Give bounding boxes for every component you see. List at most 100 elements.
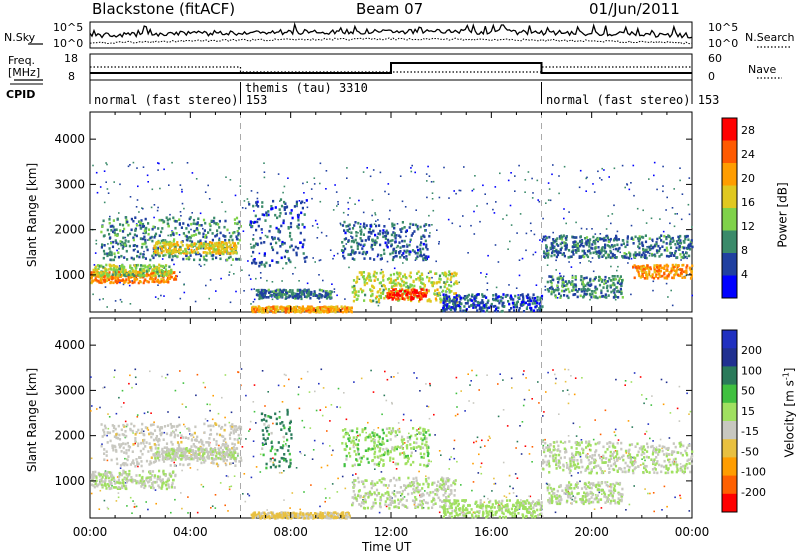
power-blob-5 — [284, 311, 287, 314]
power-blob-3 — [94, 265, 97, 269]
power-speckle — [607, 215, 610, 217]
power-blob-0 — [99, 281, 102, 284]
velocity-blob-0 — [172, 470, 175, 473]
power-speckle — [233, 273, 235, 275]
power-blob-4 — [303, 225, 306, 229]
power-speckle — [497, 261, 500, 263]
power-blob-2 — [153, 250, 157, 253]
power-blob-4 — [256, 220, 259, 224]
power-blob-7 — [449, 278, 452, 281]
power-speckle — [209, 279, 212, 281]
power-blob-10 — [606, 234, 609, 238]
power-speckle — [358, 278, 361, 280]
power-blob-4 — [250, 246, 253, 249]
power-blob-13 — [442, 307, 445, 310]
power-blob-5 — [335, 305, 338, 309]
power-blob-1 — [148, 238, 151, 241]
power-blob-12 — [613, 288, 616, 291]
power-blob-1 — [113, 231, 116, 234]
velocity-blob-0 — [154, 481, 157, 484]
power-blob-7 — [372, 299, 375, 303]
power-blob-4 — [287, 226, 290, 229]
power-blob-8 — [395, 294, 398, 297]
velocity-speckle — [679, 463, 682, 465]
velocity-speckle — [669, 412, 672, 414]
power-speckle — [531, 177, 533, 180]
power-blob-12 — [597, 279, 601, 282]
power-blob-13 — [447, 306, 450, 310]
power-blob-1 — [144, 217, 147, 221]
power-blob-9 — [303, 295, 307, 298]
power-blob-7 — [372, 273, 376, 276]
velocity-blob-0 — [92, 475, 95, 478]
power-speckle — [279, 200, 281, 202]
power-blob-9 — [277, 288, 280, 292]
velocity-speckle — [164, 377, 167, 379]
power-speckle — [545, 202, 547, 204]
power-blob-12 — [599, 278, 602, 281]
power-blob-12 — [571, 280, 574, 283]
velocity-speckle — [669, 458, 671, 461]
power-blob-10 — [665, 236, 668, 239]
power-blob-11 — [649, 274, 652, 278]
velocity-speckle — [633, 372, 636, 374]
power-blob-1 — [168, 217, 171, 221]
velocity-speckle — [337, 387, 340, 390]
power-blob-13 — [466, 302, 469, 305]
power-blob-7 — [363, 281, 366, 284]
power-blob-8 — [425, 288, 428, 292]
velocity-blob-0 — [98, 478, 102, 482]
power-blob-1 — [215, 256, 218, 260]
power-blob-1 — [215, 222, 218, 226]
power-speckle — [614, 298, 617, 301]
power-speckle — [544, 285, 547, 288]
power-speckle — [198, 263, 201, 266]
power-blob-2 — [218, 241, 221, 245]
power-blob-7 — [428, 277, 431, 280]
power-blob-5 — [258, 306, 261, 309]
power-blob-1 — [125, 249, 128, 253]
power-blob-13 — [526, 296, 529, 299]
power-blob-10 — [601, 237, 604, 241]
power-speckle — [116, 249, 118, 252]
power-blob-12 — [620, 292, 623, 296]
power-blob-3 — [133, 274, 136, 277]
power-speckle — [234, 194, 237, 197]
power-blob-1 — [121, 240, 124, 244]
velocity-speckle — [353, 381, 355, 383]
power-speckle — [325, 235, 328, 237]
power-blob-8 — [411, 291, 414, 294]
power-speckle — [599, 177, 601, 179]
power-blob-1 — [108, 247, 111, 250]
power-blob-5 — [300, 307, 303, 311]
power-blob-1 — [158, 218, 161, 222]
power-blob-2 — [171, 251, 174, 254]
power-blob-13 — [467, 293, 470, 297]
power-blob-11 — [666, 264, 670, 268]
power-blob-6 — [356, 241, 359, 245]
power-blob-3 — [160, 268, 163, 272]
velocity-speckle — [663, 485, 666, 488]
velocity-speckle — [455, 392, 458, 395]
power-blob-7 — [374, 297, 378, 300]
power-blob-2 — [188, 244, 191, 247]
power-blob-6 — [368, 228, 371, 231]
velocity-speckle — [179, 431, 181, 434]
power-blob-4 — [255, 203, 258, 206]
power-blob-11 — [676, 268, 679, 271]
power-blob-5 — [338, 309, 341, 313]
power-blob-9 — [282, 288, 285, 292]
power-blob-4 — [264, 219, 267, 222]
power-blob-6 — [359, 229, 362, 233]
power-blob-3 — [140, 273, 144, 277]
power-blob-13 — [466, 299, 470, 302]
power-blob-3 — [164, 268, 168, 271]
power-blob-10 — [546, 256, 550, 259]
power-blob-12 — [583, 276, 586, 280]
power-blob-12 — [576, 289, 579, 293]
power-speckle — [431, 198, 434, 200]
power-blob-3 — [102, 265, 105, 269]
velocity-speckle — [247, 493, 249, 495]
power-blob-4 — [267, 210, 270, 213]
power-blob-2 — [204, 251, 207, 254]
